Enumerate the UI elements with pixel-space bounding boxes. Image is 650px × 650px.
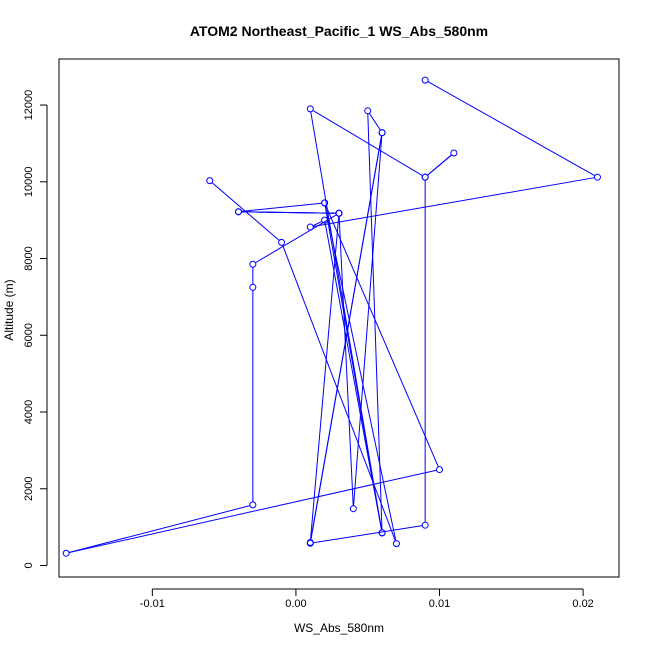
data-point [421,521,429,529]
data-point [421,173,429,181]
series-line-segment [310,135,383,541]
series-line-segment [427,154,452,176]
data-point [436,466,444,474]
series-points-group [62,76,601,557]
x-tick-label: 0.02 [572,598,593,610]
series-line-segment [310,216,340,540]
data-point [249,501,257,509]
y-axis: 0 2000 4000 6000 8000 10000 12000 [23,90,48,569]
series-line-segment [367,113,383,530]
data-point [249,283,257,291]
data-point [421,76,429,84]
x-tick-label: -0.01 [140,598,165,610]
series-line-segment [313,177,595,228]
y-tick-label: 6000 [23,323,35,347]
series-line-segment [310,111,383,530]
data-point [378,129,386,137]
x-axis: -0.01 0.00 0.01 0.02 [140,588,594,610]
x-tick-label: 0.01 [429,598,450,610]
y-tick-label: 12000 [23,90,35,121]
series-line-segment [211,182,280,241]
series-line-segment [313,525,423,544]
data-point [206,177,214,185]
series-line-segment [282,245,396,541]
data-point [62,549,70,557]
data-point [321,199,329,207]
data-point [306,223,314,231]
data-point [321,216,329,224]
y-tick-label: 0 [23,562,35,568]
y-tick-label: 2000 [23,477,35,501]
series-line-segment [368,113,381,131]
y-axis-label: Altitude (m) [2,279,16,340]
series-line-segment [241,211,337,214]
y-tick-label: 10000 [23,166,35,197]
data-point [306,539,314,547]
data-point [234,208,242,216]
series-line-segment [324,205,397,541]
series-line-segment [241,202,322,212]
data-point [378,529,386,537]
series-line-segment [68,505,251,553]
chart-title: ATOM2 Northeast_Pacific_1 WS_Abs_580nm [190,23,488,39]
series-line-segment [312,221,323,227]
data-point [450,149,458,157]
x-axis-label: WS_Abs_580nm [294,621,384,635]
data-point [249,260,257,268]
data-point [335,209,343,217]
data-point [392,540,400,548]
data-point [306,105,314,113]
series-line-group [68,81,596,554]
x-tick-label: 0.00 [285,598,306,610]
plot-box [58,58,620,578]
y-tick-label: 8000 [23,246,35,270]
series-line-segment [68,469,437,554]
series-line-segment [427,81,596,177]
data-point [364,107,372,115]
y-tick-label: 4000 [23,400,35,424]
series-line-segment [312,109,423,177]
series-line-segment [325,205,439,468]
data-point [593,173,601,181]
data-point [349,505,357,513]
series-line-segment [338,216,354,506]
data-point [278,238,286,246]
